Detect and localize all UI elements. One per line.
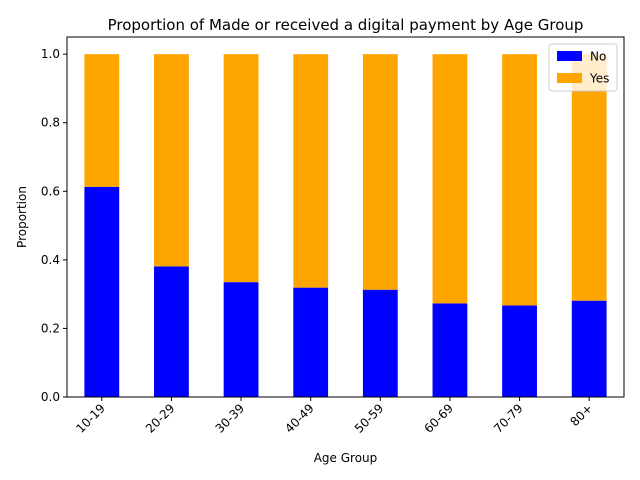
bar-yes-30-39	[223, 54, 259, 283]
bar-no-60-69	[432, 303, 468, 397]
bar-yes-20-29	[154, 54, 189, 267]
y-tick-label: 0.4	[41, 253, 60, 267]
bar-yes-40-49	[293, 54, 329, 288]
plot-frame	[66, 36, 625, 398]
legend-label-no: No	[590, 50, 606, 64]
bars-layer	[84, 54, 607, 397]
chart-title: Proportion of Made or received a digital…	[108, 16, 584, 34]
bar-no-40-49	[293, 287, 329, 397]
legend: No Yes	[548, 43, 618, 92]
bar-yes-10-19	[84, 54, 120, 187]
bar-yes-70-79	[502, 54, 537, 306]
y-tick-label: 0.2	[41, 321, 60, 335]
bar-no-50-59	[362, 289, 398, 397]
bar-no-30-39	[223, 282, 259, 397]
y-tick-label: 0.6	[41, 184, 60, 198]
legend-swatch-no	[557, 51, 582, 61]
bar-no-20-29	[154, 266, 189, 397]
bar-yes-50-59	[362, 54, 398, 290]
y-axis: 0.0 0.2 0.4 0.6 0.8 1.0	[41, 47, 67, 404]
y-axis-label: Proportion	[15, 186, 29, 248]
legend-label-yes: Yes	[589, 72, 609, 86]
y-tick-label: 0.0	[41, 390, 60, 404]
y-tick-label: 1.0	[41, 47, 60, 61]
bar-no-70-79	[502, 305, 537, 397]
x-axis-label: Age Group	[314, 451, 378, 465]
bar-no-10-19	[84, 186, 120, 397]
bar-yes-80+	[571, 54, 607, 301]
bar-no-80+	[571, 300, 607, 397]
legend-swatch-yes	[557, 73, 582, 83]
bar-yes-60-69	[432, 54, 468, 304]
y-tick-label: 0.8	[41, 116, 60, 130]
